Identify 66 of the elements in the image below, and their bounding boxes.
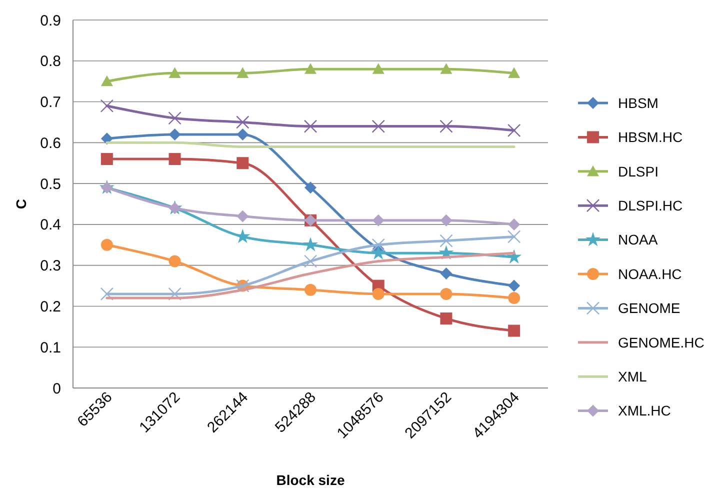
point: [100, 99, 114, 112]
y-axis-title: C: [13, 198, 29, 210]
point: [100, 153, 113, 166]
legend-label: GENOME: [618, 300, 680, 316]
point: [304, 120, 318, 133]
point: [168, 287, 182, 301]
point: [440, 214, 452, 226]
legend-label: NOAA: [618, 232, 658, 248]
y-tick-label: 0.3: [40, 258, 61, 275]
point: [372, 63, 384, 74]
point: [440, 312, 452, 324]
point: [304, 63, 316, 74]
point: [168, 255, 181, 268]
point: [236, 157, 249, 170]
point: [100, 287, 114, 301]
y-tick-label: 0.9: [40, 12, 61, 30]
point: [372, 288, 384, 300]
y-tick-label: 0.7: [40, 94, 61, 112]
legend-label: DLSPI: [618, 163, 658, 180]
point: [508, 292, 520, 304]
point: [372, 214, 384, 226]
point: [236, 67, 249, 78]
point: [236, 210, 249, 222]
point: [508, 218, 520, 230]
point: [236, 128, 249, 140]
point: [372, 238, 385, 252]
legend-label: XML.HC: [618, 402, 671, 419]
point: [508, 280, 520, 292]
legend-label: NOAA.HC: [618, 266, 682, 282]
point: [302, 236, 318, 252]
y-tick-label: 0: [52, 380, 61, 398]
point: [304, 182, 316, 194]
point: [440, 234, 453, 248]
point: [370, 245, 386, 260]
point: [508, 67, 520, 78]
legend-label: HBSM.HC: [618, 129, 683, 146]
y-tick-label: 0.1: [40, 339, 61, 356]
y-tick-label: 0.6: [40, 134, 61, 152]
point: [507, 230, 521, 244]
legend-label: HBSM: [618, 94, 658, 111]
point: [508, 324, 520, 337]
y-tick-label: 0.2: [40, 298, 61, 316]
point: [236, 116, 250, 129]
point: [100, 132, 113, 145]
y-tick-label: 0.4: [40, 216, 61, 234]
y-tick-label: 0.8: [40, 53, 61, 70]
point: [100, 238, 113, 251]
point: [304, 254, 318, 268]
y-tick-label: 0.5: [40, 176, 61, 193]
point: [168, 67, 181, 78]
point: [372, 120, 385, 133]
point: [100, 75, 113, 86]
point: [168, 128, 181, 140]
point: [440, 268, 452, 280]
point: [168, 112, 182, 125]
point: [168, 153, 181, 166]
point: [440, 120, 453, 133]
point: [507, 124, 521, 137]
legend-label: DLSPI.HC: [618, 198, 683, 214]
point: [506, 249, 522, 264]
x-axis-title: Block size: [276, 472, 345, 488]
point: [440, 63, 452, 74]
point: [440, 288, 452, 300]
legend-label: GENOME.HC: [618, 334, 704, 350]
point: [304, 284, 316, 296]
legend-label: XML: [618, 368, 647, 384]
